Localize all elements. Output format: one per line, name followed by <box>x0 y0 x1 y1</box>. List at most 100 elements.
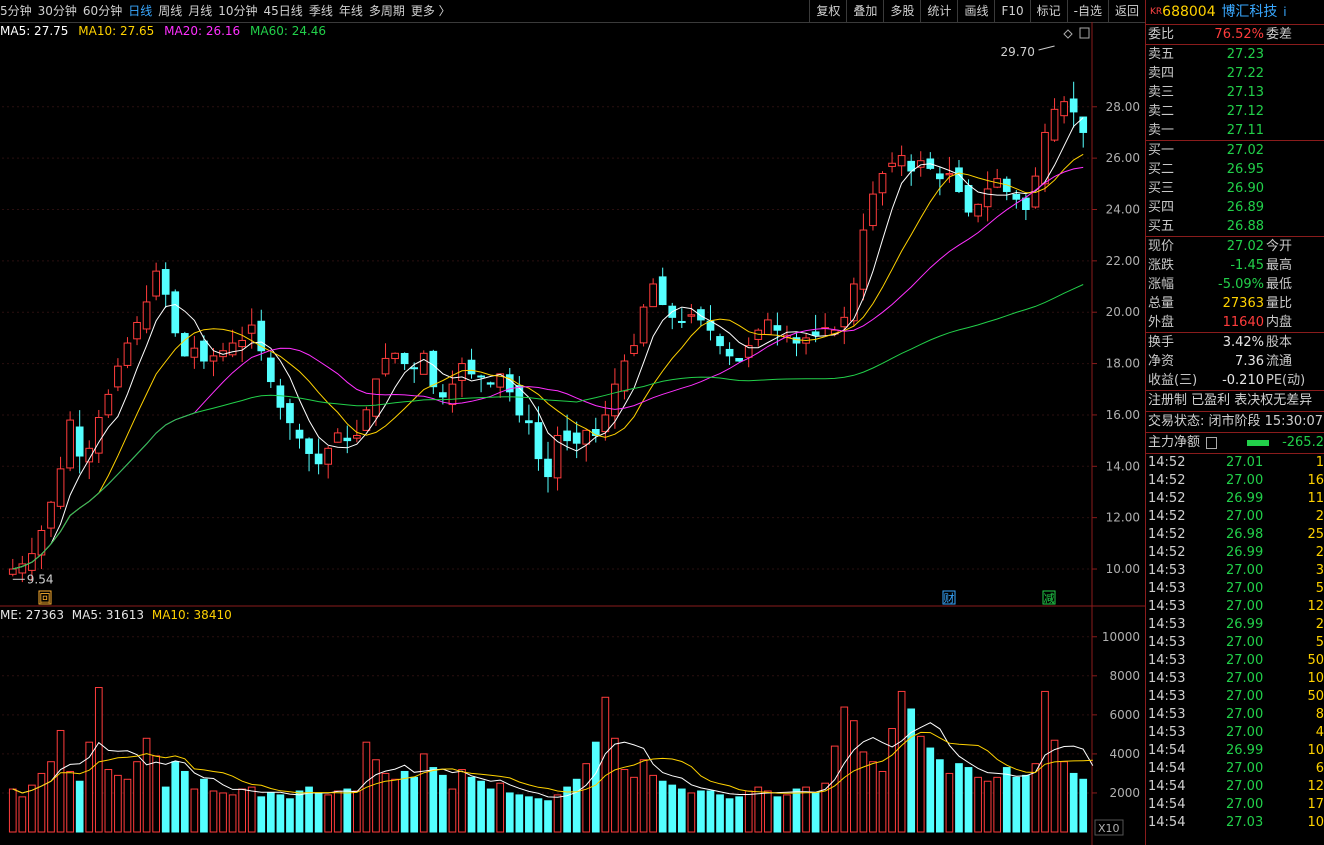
stat2-row-label2: 股本 <box>1266 335 1293 350</box>
candle-body <box>716 336 724 347</box>
tool-button[interactable]: 返回 <box>1107 0 1145 22</box>
candle-body <box>611 383 619 417</box>
volume-bar <box>955 763 963 833</box>
candle-body <box>811 331 820 336</box>
tool-button[interactable]: F10 <box>994 0 1029 22</box>
period-tab[interactable]: 60分钟 <box>82 4 123 18</box>
tick-time: 14:52 <box>1148 545 1186 560</box>
candle-body <box>630 345 638 354</box>
period-tab[interactable]: 年线 <box>338 4 363 18</box>
volume-bar <box>744 790 753 833</box>
stat2-row-label2: PE(动) <box>1266 373 1306 388</box>
tool-button[interactable]: 复权 <box>809 0 846 22</box>
mainflow-row[interactable]: 主力净额 -265.2 <box>1146 433 1324 453</box>
tool-button[interactable]: 标记 <box>1029 0 1067 22</box>
candle-body <box>859 229 868 290</box>
period-tab[interactable]: 30分钟 <box>37 4 77 18</box>
volume-bar <box>276 794 285 833</box>
volume-bar <box>190 788 199 833</box>
volume-bar <box>180 770 189 833</box>
volume-bar <box>477 780 485 833</box>
tick-row: 14:54 27.00 12 <box>1146 778 1324 796</box>
period-tab[interactable]: 10分钟 <box>218 4 258 18</box>
tick-price: 26.99 <box>1226 617 1264 632</box>
candle-body <box>687 314 696 317</box>
candle-body <box>75 426 84 457</box>
tool-button[interactable]: 多股 <box>883 0 920 22</box>
period-tab[interactable]: 周线 <box>158 4 183 18</box>
candle-body <box>209 355 218 362</box>
volume-bar <box>161 786 170 833</box>
tool-button[interactable]: 统计 <box>920 0 957 22</box>
ma60-line <box>12 284 1084 570</box>
high-arrow <box>1038 45 1055 51</box>
ask-row-label: 卖三 <box>1148 85 1175 100</box>
tool-button[interactable]: -自选 <box>1066 0 1108 22</box>
ma20-label: MA20: 26.16 <box>164 24 241 38</box>
stat-row: 外盘 11640 内盘 <box>1146 313 1324 332</box>
doc-icon[interactable] <box>1206 436 1218 449</box>
tick-row: 14:54 26.99 10 <box>1146 742 1324 760</box>
volume-tick-label: 2000 <box>1109 786 1140 800</box>
volume-bar <box>1041 690 1049 833</box>
period-tab[interactable]: 日线 <box>128 4 153 18</box>
period-tab[interactable]: 多周期 <box>368 4 405 18</box>
tick-price: 27.00 <box>1226 779 1264 794</box>
kline-chart[interactable]: 28.00 26.00 24.00 22.00 20.00 18.00 16.00 14.00… <box>0 22 1145 845</box>
volume-bar <box>783 794 791 833</box>
volume-bar <box>983 780 992 833</box>
ma5-line <box>12 117 1084 570</box>
volume-bar <box>525 796 533 833</box>
stat-row-label2: 量比 <box>1266 296 1293 311</box>
candle-body <box>983 188 992 208</box>
stat2-row-label2: 流通 <box>1266 354 1293 369</box>
tick-time: 14:53 <box>1148 689 1186 704</box>
volume-bar <box>639 759 648 833</box>
period-tab[interactable]: 月线 <box>188 4 213 18</box>
candle-body <box>849 283 858 322</box>
tick-qty: 25 <box>1307 527 1324 542</box>
candle-body <box>1002 178 1011 193</box>
info-icon[interactable]: i <box>1283 5 1287 19</box>
separator <box>1146 390 1324 391</box>
period-tab[interactable]: 5分钟 <box>0 4 32 18</box>
volume-bar <box>486 788 495 833</box>
candle-body <box>773 325 782 331</box>
candle-body <box>353 434 361 439</box>
stat2-row: 收益(三) -0.210 PE(动) <box>1146 371 1324 390</box>
candle-body <box>439 392 447 398</box>
tick-time: 14:53 <box>1148 563 1186 578</box>
stat-row-value: 27.02 <box>1226 239 1264 254</box>
period-tab[interactable]: 更多 〉 <box>410 4 451 18</box>
volume-bar <box>630 776 638 833</box>
period-tab[interactable]: 45日线 <box>263 4 303 18</box>
candle-body <box>544 458 552 478</box>
volume-bar <box>247 786 256 833</box>
bid-row-value: 26.90 <box>1226 181 1264 196</box>
tick-time: 14:54 <box>1148 815 1186 830</box>
tick-list[interactable]: 14:52 27.01 1 14:52 27.00 16 14:52 26.99 11 14:52… <box>1146 454 1324 832</box>
volume-bar <box>926 747 935 833</box>
volume-bar <box>94 687 103 833</box>
candle-body <box>314 453 323 465</box>
tick-price: 27.03 <box>1226 815 1264 830</box>
price-tick-label: 12.00 <box>1106 511 1140 525</box>
separator <box>1146 432 1324 433</box>
volume-bar <box>28 784 36 833</box>
volume-bar <box>257 796 266 833</box>
volume-bar <box>1060 761 1068 833</box>
tick-qty: 4 <box>1315 725 1324 740</box>
tick-qty: 8 <box>1315 707 1324 722</box>
candle-body <box>180 333 189 357</box>
candle-body <box>697 309 705 321</box>
tool-button[interactable]: 叠加 <box>846 0 883 22</box>
candle-body <box>974 203 982 217</box>
tool-button[interactable]: 画线 <box>957 0 994 22</box>
period-tab[interactable]: 季线 <box>308 4 333 18</box>
tick-price: 26.99 <box>1226 743 1264 758</box>
panel-divider <box>1145 0 1146 845</box>
volume-bar <box>1012 776 1021 833</box>
ask-list: 卖五 27.23 卖四 27.22 卖三 27.13 卖二 27.12 卖一 27.11 <box>1146 45 1324 140</box>
volume-bar <box>754 786 763 833</box>
stock-title[interactable]: KR688004 博汇科技 i <box>1146 0 1324 25</box>
